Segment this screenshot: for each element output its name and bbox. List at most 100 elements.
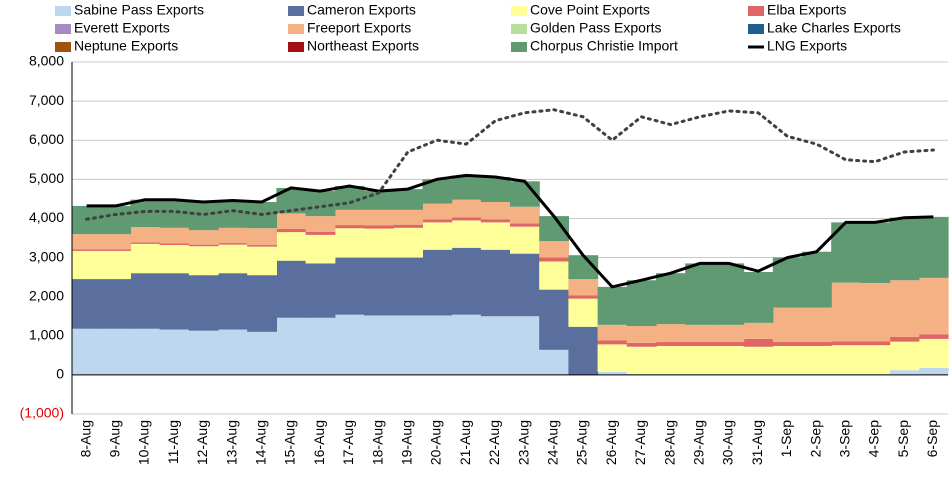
- area-segment: [188, 330, 219, 375]
- area-segment: [334, 209, 365, 226]
- x-tick-label: 3-Sep: [837, 420, 853, 458]
- area-segment: [72, 328, 102, 375]
- area-segment: [276, 260, 307, 318]
- area-segment: [539, 289, 569, 350]
- area-segment: [451, 217, 482, 221]
- area-segment: [480, 316, 511, 375]
- x-tick-label: 31-Aug: [749, 420, 765, 465]
- area-segment: [802, 307, 832, 343]
- area-segment: [480, 202, 511, 220]
- x-tick-label: 10-Aug: [136, 420, 152, 465]
- area-segment: [568, 295, 599, 299]
- area-segment: [247, 245, 277, 247]
- x-tick-label: 2-Sep: [807, 420, 823, 458]
- area-segment: [918, 334, 949, 339]
- area-segment: [451, 199, 482, 218]
- x-tick-label: 16-Aug: [311, 420, 327, 465]
- area-segment: [130, 242, 161, 244]
- y-tick-label: 2,000: [29, 287, 64, 303]
- y-tick-label: 8,000: [29, 53, 64, 69]
- area-segment: [597, 344, 628, 372]
- area-segment: [159, 243, 190, 246]
- area-segment: [568, 279, 599, 296]
- area-segment: [918, 367, 949, 375]
- line: [86, 173, 934, 289]
- area-segment: [393, 315, 423, 375]
- area-segment: [510, 226, 540, 254]
- x-tick-label: 4-Sep: [866, 420, 882, 458]
- area-segment: [101, 205, 131, 235]
- area-segment: [597, 324, 628, 341]
- x-tick-label: 22-Aug: [486, 420, 502, 465]
- area-segment: [393, 257, 423, 316]
- area-segment: [393, 189, 423, 210]
- area-segment: [422, 315, 453, 375]
- area-segment: [510, 253, 540, 317]
- x-tick-label: 29-Aug: [691, 420, 707, 465]
- area-segment: [422, 249, 453, 316]
- y-tick-label: 5,000: [29, 170, 64, 186]
- area-segment: [860, 345, 891, 375]
- area-segment: [918, 277, 949, 335]
- area-segment: [539, 261, 569, 290]
- area-segment: [802, 342, 832, 346]
- y-tick-label: 3,000: [29, 248, 64, 264]
- area-segment: [714, 263, 745, 325]
- x-tick-label: 19-Aug: [399, 420, 415, 465]
- area-segment: [510, 206, 540, 224]
- area-segment: [480, 222, 511, 250]
- legend-label: Sabine Pass Exports: [74, 2, 204, 18]
- area-segment: [218, 329, 248, 375]
- area-segment: [188, 244, 219, 247]
- area-segment: [568, 298, 599, 327]
- area-segment: [626, 280, 657, 326]
- area-segment: [218, 200, 248, 228]
- area-segment: [860, 282, 891, 342]
- area-segment: [218, 273, 248, 330]
- area-segment: [305, 263, 336, 318]
- area-segment: [656, 324, 686, 343]
- area-segment: [188, 230, 219, 245]
- legend-label: Lake Charles Exports: [767, 20, 901, 36]
- area-segment: [626, 342, 657, 347]
- area-segment: [656, 342, 686, 346]
- area-segment: [889, 217, 920, 281]
- legend-label: Everett Exports: [74, 20, 170, 36]
- area-segment: [422, 222, 453, 250]
- area-segment: [130, 328, 161, 375]
- area-segment: [568, 326, 599, 375]
- legend-label: Freeport Exports: [307, 20, 411, 36]
- x-tick-label: 14-Aug: [253, 420, 269, 465]
- area-segment: [889, 280, 920, 337]
- legend-label: Cove Point Exports: [530, 2, 650, 18]
- area-segment: [130, 243, 161, 274]
- legend-swatch: [511, 6, 527, 16]
- area-segment: [685, 324, 715, 343]
- area-segment: [247, 275, 277, 332]
- x-tick-label: 30-Aug: [720, 420, 736, 465]
- area-segment: [247, 246, 277, 276]
- x-tick-label: 11-Aug: [165, 420, 181, 464]
- legend-label: Neptune Exports: [74, 38, 178, 54]
- area-segment: [451, 175, 482, 200]
- area-segment: [510, 316, 540, 375]
- area-segment: [72, 249, 102, 251]
- area-segment: [918, 216, 949, 278]
- area-segment: [539, 241, 569, 258]
- legend-swatch: [511, 42, 527, 52]
- area-segment: [159, 245, 190, 274]
- area-segment: [130, 273, 161, 329]
- legend-swatch: [748, 24, 764, 34]
- area-segment: [101, 250, 131, 280]
- area-segment: [159, 227, 190, 244]
- x-tick-label: 26-Aug: [603, 420, 619, 465]
- legend-label: Elba Exports: [767, 2, 846, 18]
- x-tick-label: 12-Aug: [194, 420, 210, 465]
- legend-label: Chorpus Christie Import: [530, 38, 678, 54]
- area-segment: [101, 234, 131, 250]
- area-segment: [597, 286, 628, 325]
- legend-swatch: [288, 6, 304, 16]
- area-segment: [860, 341, 891, 346]
- area-segment: [802, 345, 832, 375]
